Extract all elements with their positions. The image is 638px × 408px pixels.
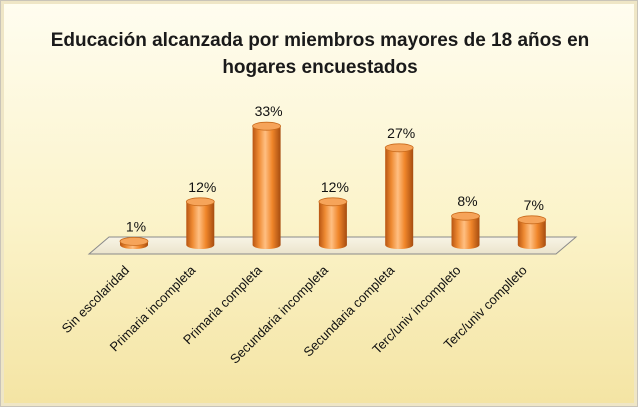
- category-label: Sin escolaridad: [59, 263, 132, 336]
- data-label: 33%: [255, 103, 283, 119]
- bar: [185, 197, 215, 249]
- data-label: 27%: [387, 125, 415, 141]
- data-label: 1%: [126, 218, 146, 234]
- data-label: 7%: [524, 197, 544, 213]
- chart-title: Educación alcanzada por miembros mayores…: [50, 30, 590, 78]
- bar: [119, 236, 149, 249]
- bar: [318, 197, 348, 249]
- data-label: 8%: [457, 193, 477, 209]
- data-label: 12%: [321, 179, 349, 195]
- bar: [252, 121, 282, 249]
- data-label: 12%: [188, 179, 216, 195]
- bar: [384, 143, 414, 249]
- bar: [517, 215, 547, 249]
- bar: [451, 211, 480, 249]
